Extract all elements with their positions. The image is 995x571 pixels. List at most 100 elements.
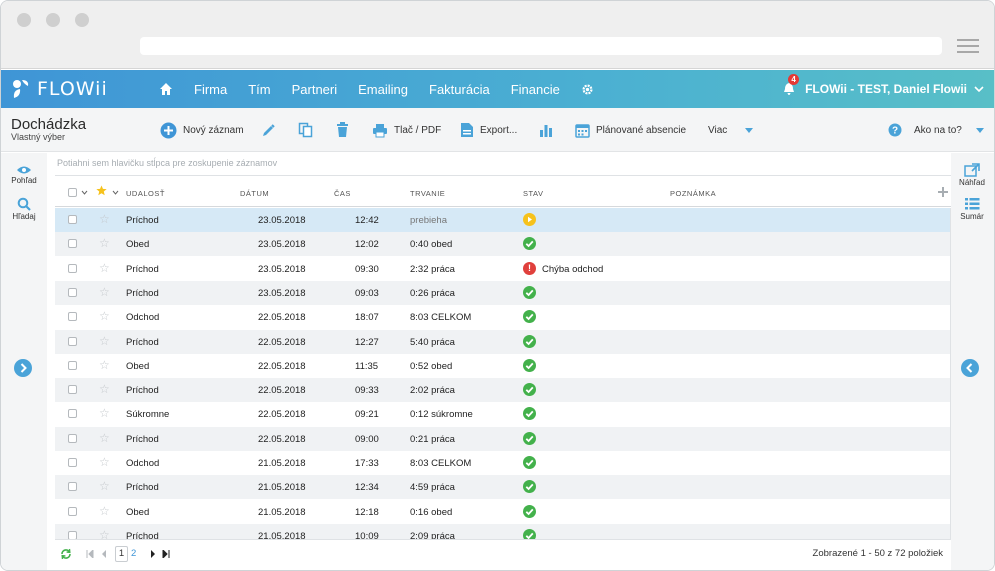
table-row[interactable]: ☆ Príchod 22.05.2018 09:33 2:02 práca bbox=[55, 378, 950, 403]
page-2-link[interactable]: 2 bbox=[131, 548, 137, 559]
row-checkbox[interactable] bbox=[68, 263, 77, 273]
previous-page-icon[interactable] bbox=[101, 550, 107, 558]
star-icon[interactable]: ☆ bbox=[99, 479, 110, 494]
row-checkbox[interactable] bbox=[68, 215, 77, 224]
table-row[interactable]: ☆ Odchod 22.05.2018 18:07 8:03 CELKOM bbox=[55, 305, 950, 329]
delete-button[interactable] bbox=[336, 108, 355, 152]
row-checkbox[interactable] bbox=[68, 506, 77, 516]
star-icon[interactable]: ☆ bbox=[99, 503, 110, 518]
table-row[interactable]: ☆ Príchod 21.05.2018 12:34 4:59 práca bbox=[55, 475, 950, 500]
help-dropdown[interactable]: ? Ako na to? bbox=[888, 108, 990, 152]
table-row[interactable]: ☆ Príchod 22.05.2018 09:00 0:21 práca bbox=[55, 426, 950, 451]
star-icon[interactable]: ☆ bbox=[99, 357, 110, 372]
search-button[interactable]: Hľadaj bbox=[1, 197, 47, 221]
planned-absences-button[interactable]: Plánované absencie bbox=[575, 108, 686, 152]
notifications-bell-icon[interactable]: 4 bbox=[783, 74, 800, 96]
nav-item-partneri[interactable]: Partneri bbox=[291, 81, 338, 97]
refresh-icon[interactable] bbox=[60, 548, 72, 560]
row-checkbox[interactable] bbox=[68, 409, 77, 419]
nav-item-financie[interactable]: Financie bbox=[510, 81, 560, 97]
column-header-time[interactable]: ČAS bbox=[334, 189, 351, 198]
user-menu[interactable]: 4 FLOWii - TEST, Daniel Flowii bbox=[783, 70, 984, 108]
row-checkbox[interactable] bbox=[68, 360, 77, 370]
export-button[interactable]: Export... bbox=[460, 108, 517, 152]
new-record-button[interactable]: Nový záznam bbox=[160, 108, 244, 152]
star-icon[interactable]: ☆ bbox=[99, 406, 110, 421]
star-icon[interactable]: ☆ bbox=[99, 260, 110, 275]
table-row[interactable]: ☆ Súkromne 22.05.2018 09:21 0:12 súkromne bbox=[55, 402, 950, 426]
cell-time: 12:34 bbox=[355, 482, 379, 494]
expand-right-panel-button[interactable] bbox=[961, 359, 979, 377]
column-header-date[interactable]: DÁTUM bbox=[240, 189, 270, 198]
star-icon[interactable]: ☆ bbox=[99, 455, 110, 469]
row-checkbox[interactable] bbox=[68, 385, 77, 395]
chevron-down-icon[interactable] bbox=[81, 190, 88, 195]
column-header-duration[interactable]: TRVANIE bbox=[410, 189, 446, 198]
nav-item-tim[interactable]: Tím bbox=[248, 81, 271, 97]
row-checkbox[interactable] bbox=[68, 530, 77, 539]
star-icon[interactable]: ☆ bbox=[99, 212, 110, 226]
star-icon[interactable]: ☆ bbox=[99, 309, 110, 324]
table-row[interactable]: ☆ Obed 22.05.2018 11:35 0:52 obed bbox=[55, 354, 950, 378]
page-1-button[interactable]: 1 bbox=[115, 546, 128, 562]
first-page-icon[interactable] bbox=[86, 550, 94, 558]
settings-gear-icon[interactable] bbox=[581, 83, 594, 96]
row-checkbox[interactable] bbox=[68, 482, 77, 492]
home-icon[interactable] bbox=[159, 82, 173, 96]
star-icon[interactable]: ☆ bbox=[99, 284, 110, 299]
star-icon[interactable]: ☆ bbox=[99, 527, 110, 540]
table-row[interactable]: ☆ Príchod 22.05.2018 12:27 5:40 práca bbox=[55, 329, 950, 354]
table-row[interactable]: ☆ Príchod 23.05.2018 12:42 prebieha bbox=[55, 208, 950, 232]
next-page-icon[interactable] bbox=[150, 550, 156, 558]
more-dropdown[interactable]: Viac bbox=[708, 108, 759, 152]
chevron-down-icon[interactable] bbox=[974, 85, 984, 93]
edit-button[interactable] bbox=[261, 108, 282, 152]
address-bar[interactable] bbox=[140, 37, 942, 55]
row-checkbox[interactable] bbox=[68, 312, 77, 322]
window-minimize-dot[interactable] bbox=[46, 13, 60, 27]
summary-button[interactable]: Sumár bbox=[949, 197, 994, 221]
star-icon[interactable]: ☆ bbox=[99, 382, 110, 397]
row-checkbox[interactable] bbox=[68, 458, 77, 467]
divider bbox=[55, 175, 951, 176]
last-page-icon[interactable] bbox=[162, 550, 170, 558]
copy-button[interactable] bbox=[298, 108, 319, 152]
group-by-drop-zone[interactable]: Potiahni sem hlavičku stĺpca pre zoskupe… bbox=[57, 158, 278, 168]
table-row[interactable]: ☆ Príchod 21.05.2018 10:09 2:09 práca bbox=[55, 523, 950, 540]
row-checkbox[interactable] bbox=[68, 336, 77, 346]
printer-icon bbox=[373, 123, 387, 137]
window-maximize-dot[interactable] bbox=[75, 13, 89, 27]
star-filter-icon[interactable] bbox=[96, 185, 107, 196]
row-checkbox[interactable] bbox=[68, 287, 77, 297]
table-row[interactable]: ☆ Obed 21.05.2018 12:18 0:16 obed bbox=[55, 500, 950, 524]
charts-button[interactable] bbox=[539, 108, 559, 152]
table-row[interactable]: ☆ Odchod 21.05.2018 17:33 8:03 CELKOM bbox=[55, 451, 950, 475]
view-button[interactable]: Pohľad bbox=[1, 165, 47, 185]
star-icon[interactable]: ☆ bbox=[99, 236, 110, 251]
nav-item-firma[interactable]: Firma bbox=[194, 81, 228, 97]
row-checkbox[interactable] bbox=[68, 239, 77, 249]
select-all-checkbox[interactable] bbox=[68, 188, 77, 197]
table-row[interactable]: ☆ Príchod 23.05.2018 09:30 2:32 práca! Chýba … bbox=[55, 257, 950, 281]
preview-label: Náhľad bbox=[959, 178, 985, 187]
table-row[interactable]: ☆ Obed 23.05.2018 12:02 0:40 obed bbox=[55, 232, 950, 257]
chevron-down-icon[interactable] bbox=[112, 190, 119, 195]
window-close-dot[interactable] bbox=[17, 13, 31, 27]
table-row[interactable]: ☆ Príchod 23.05.2018 09:03 0:26 práca bbox=[55, 280, 950, 305]
nav-item-emailing[interactable]: Emailing bbox=[358, 81, 408, 97]
star-icon[interactable]: ☆ bbox=[99, 333, 110, 348]
column-header-note[interactable]: POZNÁMKA bbox=[670, 189, 717, 198]
preview-button[interactable]: Náhľad bbox=[949, 163, 994, 187]
pagination: 1 2 Zobrazené 1 - 50 z 72 položiek bbox=[55, 543, 951, 567]
print-pdf-button[interactable]: Tlač / PDF bbox=[372, 108, 441, 152]
row-checkbox[interactable] bbox=[68, 433, 77, 443]
expand-left-panel-button[interactable] bbox=[14, 359, 32, 377]
column-header-status[interactable]: STAV bbox=[523, 189, 544, 198]
star-icon[interactable]: ☆ bbox=[99, 430, 110, 445]
nav-item-fakturacia[interactable]: Fakturácia bbox=[429, 81, 490, 97]
add-column-plus-icon[interactable] bbox=[938, 187, 948, 197]
page-subtitle[interactable]: Vlastný výber bbox=[11, 132, 66, 142]
column-header-event[interactable]: UDALOSŤ bbox=[126, 189, 165, 198]
browser-menu-icon[interactable] bbox=[957, 39, 979, 55]
flowii-logo[interactable]: FLOWii bbox=[11, 77, 108, 101]
